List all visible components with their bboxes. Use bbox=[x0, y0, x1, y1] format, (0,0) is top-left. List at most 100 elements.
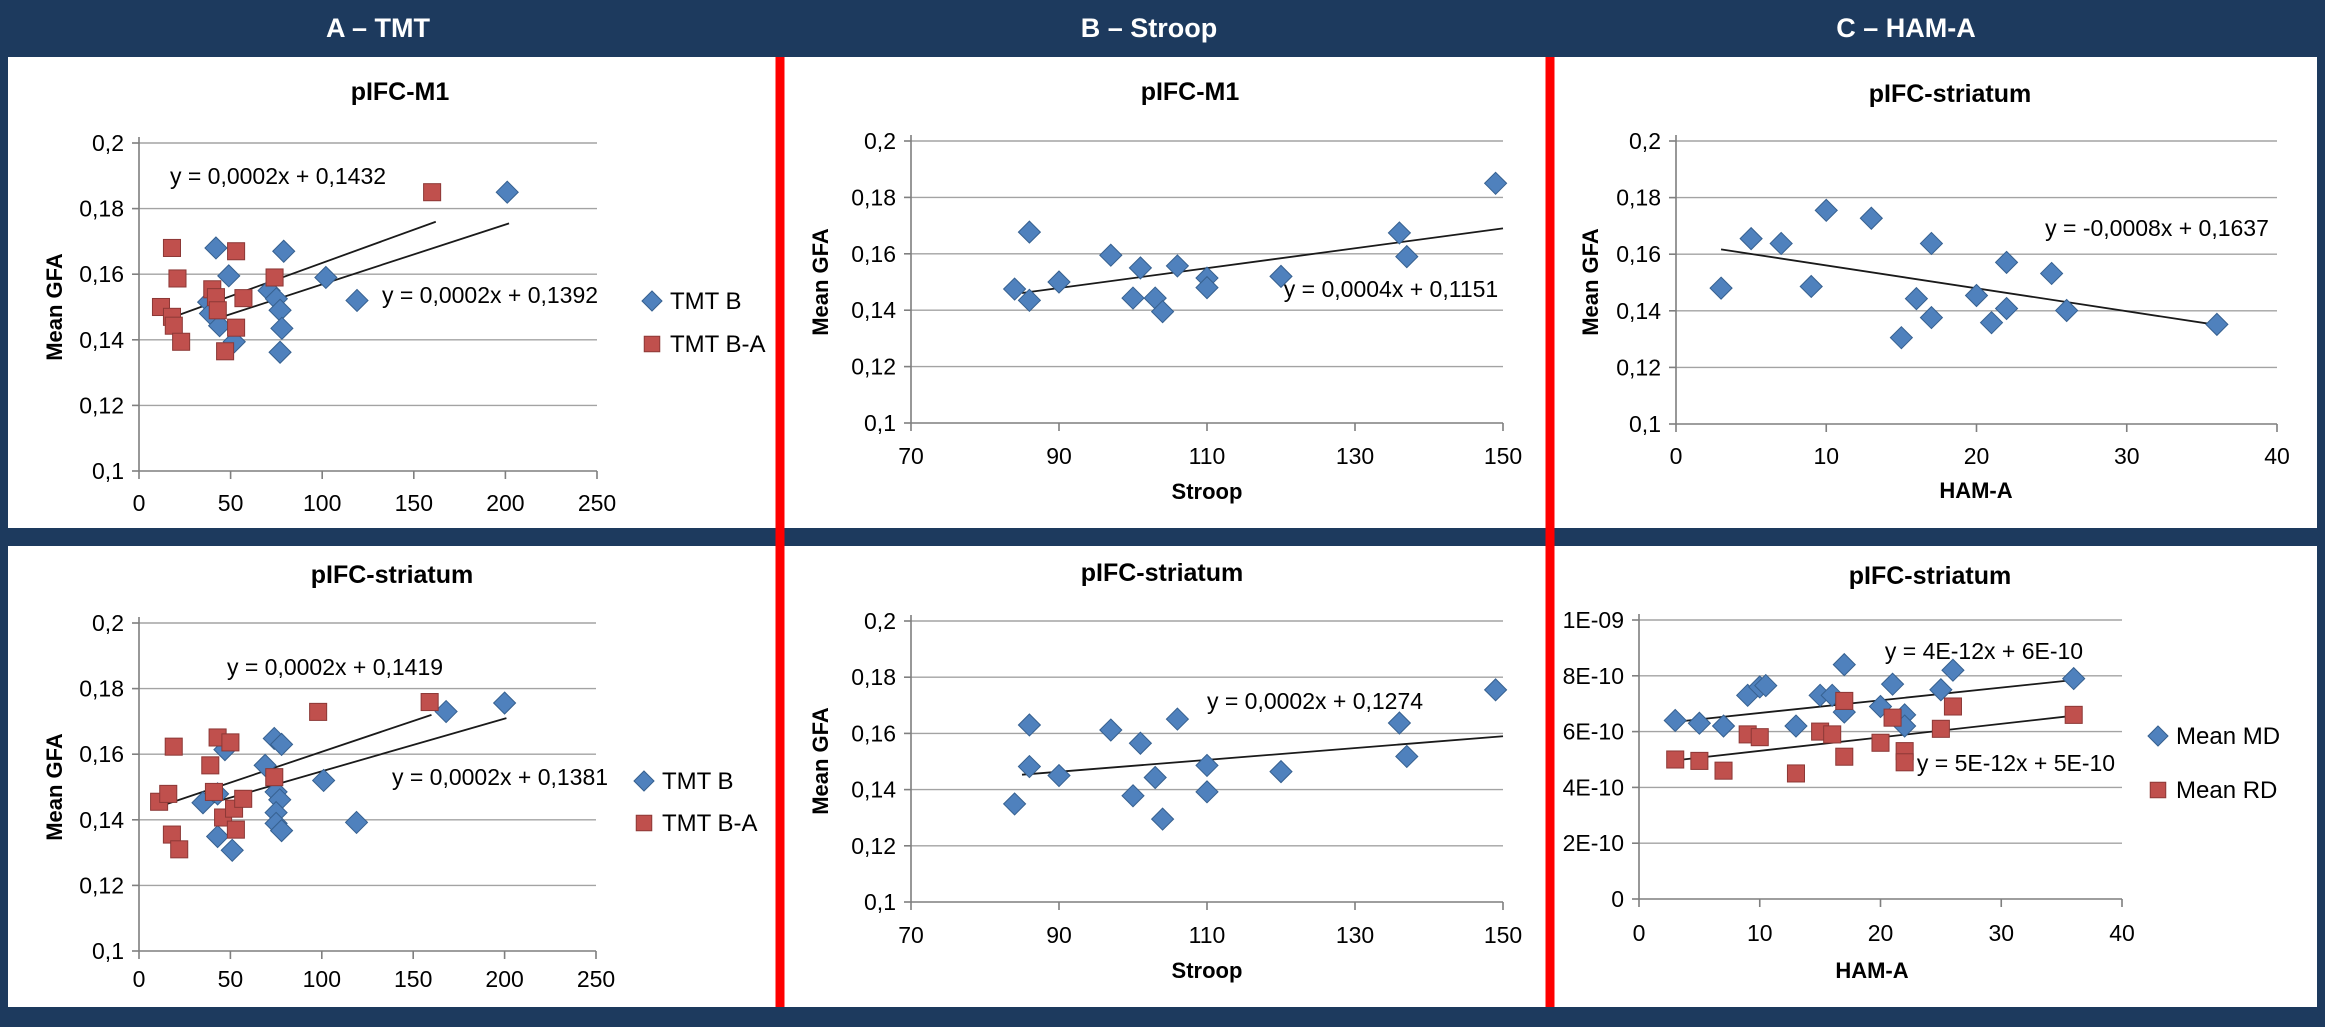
chart-hama-pifc-striatum-gfa: 0,1 0,12 0,14 0,16 0,18 0,2 0 10 20 30 40 pIFC-stri… bbox=[1578, 80, 2290, 503]
data-point-diamond bbox=[492, 691, 517, 715]
data-point-diamond bbox=[1663, 708, 1687, 733]
data-point-diamond bbox=[1150, 299, 1175, 324]
data-point-diamond bbox=[2205, 312, 2229, 337]
data-point-diamond bbox=[1739, 226, 1763, 251]
y-tick-label: 0,2 bbox=[864, 608, 896, 634]
y-tick-label: 0,12 bbox=[851, 354, 896, 380]
x-tick-label: 0 bbox=[133, 966, 146, 992]
data-point-diamond bbox=[1150, 807, 1175, 831]
data-point-square bbox=[420, 693, 439, 712]
x-tick-label: 130 bbox=[1336, 922, 1374, 948]
x-tick-label: 0 bbox=[1633, 920, 1646, 946]
x-tick-label: 50 bbox=[218, 966, 244, 992]
data-point-diamond bbox=[1047, 270, 1071, 294]
data-point-square bbox=[1931, 719, 1950, 738]
data-point-diamond bbox=[1889, 325, 1914, 350]
data-point-diamond bbox=[205, 824, 230, 849]
data-point-square bbox=[1871, 733, 1890, 752]
data-point-square bbox=[2149, 781, 2167, 799]
data-point-square bbox=[635, 814, 653, 832]
y-tick-label: 0,14 bbox=[851, 777, 896, 803]
legend-label: Mean RD bbox=[2176, 777, 2277, 804]
trendline-equation: y = 5E-12x + 5E-10 bbox=[1917, 750, 2115, 776]
y-axis-title: Mean GFA bbox=[1578, 228, 1603, 336]
y-tick-label: 0,18 bbox=[851, 664, 896, 690]
data-point-square bbox=[227, 318, 246, 337]
chart-title: pIFC-striatum bbox=[1849, 562, 2012, 590]
x-tick-label: 0 bbox=[133, 490, 146, 516]
data-point-diamond bbox=[1395, 244, 1419, 269]
chart-tmt-pifc-striatum: 0,1 0,12 0,14 0,16 0,18 0,2 0 50 100 150 200 250 pIF… bbox=[42, 561, 758, 992]
data-point-diamond bbox=[1128, 731, 1153, 755]
data-point-square bbox=[172, 332, 191, 351]
trendline-equation: y = 0,0002x + 0,1432 bbox=[170, 163, 386, 189]
data-point-diamond bbox=[1099, 718, 1123, 742]
data-point-square bbox=[1883, 708, 1902, 727]
chart-hama-pifc-striatum-diffusivity: 0 2E-10 4E-10 6E-10 8E-10 1E-09 0 10 20 30 40 pIFC-… bbox=[1563, 562, 2280, 983]
x-tick-label: 40 bbox=[2264, 443, 2290, 469]
y-tick-label: 0,18 bbox=[79, 196, 124, 222]
data-point-diamond bbox=[314, 265, 338, 290]
y-tick-label: 0,16 bbox=[1616, 241, 1661, 267]
data-point-diamond bbox=[1143, 765, 1167, 790]
data-point-diamond bbox=[1121, 784, 1145, 808]
data-point-square bbox=[162, 238, 182, 257]
y-tick-label: 8E-10 bbox=[1563, 663, 1624, 689]
data-point-diamond bbox=[1395, 744, 1419, 769]
trendline bbox=[210, 717, 507, 805]
x-tick-label: 10 bbox=[1813, 443, 1839, 469]
x-axis-title: HAM-A bbox=[1939, 478, 2012, 503]
y-tick-label: 0,16 bbox=[851, 241, 896, 267]
y-tick-label: 0,1 bbox=[92, 938, 124, 964]
data-point-diamond bbox=[495, 180, 519, 204]
top-row-panel bbox=[8, 57, 2317, 528]
x-axis-title: Stroop bbox=[1172, 958, 1243, 983]
x-tick-label: 110 bbox=[1189, 443, 1226, 469]
data-point-diamond bbox=[1929, 678, 1953, 702]
data-point-diamond bbox=[2054, 298, 2079, 323]
y-tick-label: 0,16 bbox=[851, 720, 896, 746]
data-point-diamond bbox=[1941, 658, 1965, 682]
y-tick-label: 0,1 bbox=[92, 458, 124, 484]
x-tick-label: 130 bbox=[1336, 443, 1374, 469]
data-point-square bbox=[643, 335, 661, 353]
data-point-diamond bbox=[1017, 754, 1042, 779]
y-tick-label: 6E-10 bbox=[1563, 719, 1624, 745]
header-panel-c: C – HAM-A bbox=[1836, 13, 1976, 43]
data-point-diamond bbox=[1121, 286, 1145, 310]
data-point-square bbox=[1666, 750, 1685, 769]
data-point-square bbox=[201, 756, 220, 775]
data-point-diamond bbox=[1002, 277, 1027, 301]
y-tick-label: 1E-09 bbox=[1563, 607, 1624, 633]
data-point-diamond bbox=[1483, 678, 1508, 702]
legend-label: TMT B-A bbox=[670, 331, 766, 358]
x-tick-label: 70 bbox=[898, 922, 924, 948]
y-tick-label: 0,12 bbox=[79, 872, 124, 898]
y-tick-label: 0,16 bbox=[79, 741, 124, 767]
y-tick-label: 4E-10 bbox=[1563, 774, 1624, 800]
trendline bbox=[1021, 227, 1504, 294]
x-tick-label: 110 bbox=[1189, 922, 1226, 948]
data-point-diamond bbox=[1832, 652, 1856, 677]
series-mean-rd bbox=[1666, 691, 2083, 783]
data-point-square bbox=[1943, 697, 1962, 716]
data-point-square bbox=[1750, 728, 1769, 747]
data-point-square bbox=[1835, 747, 1854, 766]
data-point-diamond bbox=[1880, 672, 1905, 696]
y-tick-label: 0,2 bbox=[92, 130, 124, 156]
x-tick-label: 20 bbox=[1868, 920, 1894, 946]
y-axis-title: Mean GFA bbox=[42, 253, 67, 361]
y-tick-label: 0,14 bbox=[79, 327, 124, 353]
data-point-diamond bbox=[1017, 713, 1042, 737]
x-tick-label: 150 bbox=[1484, 922, 1522, 948]
data-point-diamond bbox=[1269, 264, 1293, 289]
data-point-diamond bbox=[1195, 753, 1219, 778]
y-tick-label: 0,12 bbox=[79, 392, 124, 418]
data-point-diamond bbox=[1994, 250, 2019, 275]
data-point-square bbox=[2064, 705, 2083, 724]
data-point-diamond bbox=[1387, 221, 1412, 245]
data-point-square bbox=[265, 268, 284, 287]
chart-title: pIFC-striatum bbox=[1869, 80, 2032, 108]
y-tick-label: 0,14 bbox=[851, 297, 896, 323]
data-point-square bbox=[170, 840, 189, 859]
